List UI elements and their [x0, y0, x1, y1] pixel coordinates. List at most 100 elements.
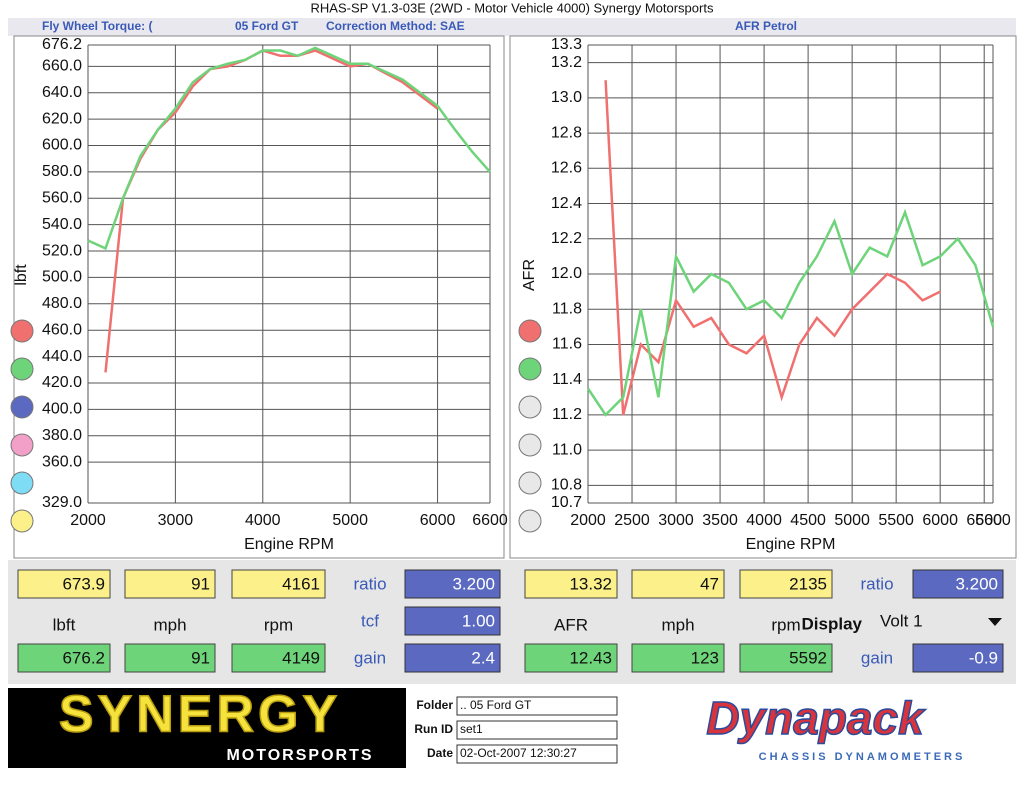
y-tick-label: 13.0	[551, 89, 582, 106]
readout-value-box	[231, 569, 326, 599]
y-tick-label: 11.0	[552, 441, 582, 458]
data-line	[87, 46, 491, 251]
readout-value-box	[524, 569, 618, 599]
field-label: Folder	[416, 698, 453, 712]
control-label: tcf	[361, 611, 379, 630]
y-tick-label: 329.0	[42, 494, 82, 511]
trace-button[interactable]	[10, 357, 34, 381]
y-tick-label: 11.2	[552, 406, 582, 423]
readout-value: 91	[191, 648, 210, 667]
control-value: 2.4	[471, 648, 495, 667]
data-line	[586, 208, 995, 417]
control-box[interactable]	[404, 643, 501, 673]
y-tick-label: 676.2	[42, 36, 82, 53]
field-box	[456, 696, 618, 716]
control-label: gain	[861, 648, 893, 667]
trace-button[interactable]	[518, 357, 542, 381]
readout-unit: mph	[153, 615, 186, 634]
readout-value: 47	[700, 574, 719, 593]
window-title: RHAS-SP V1.3-03E (2WD - Motor Vehicle 40…	[311, 0, 714, 15]
trace-button[interactable]	[10, 433, 34, 457]
readout-unit: mph	[661, 615, 694, 634]
caption: AFR Petrol	[735, 19, 797, 33]
caption: Fly Wheel Torque: (	[42, 19, 152, 33]
y-tick-label: 660.0	[42, 58, 82, 75]
readout-value: 123	[691, 648, 719, 667]
y-tick-label: 520.0	[42, 242, 82, 259]
trace-button[interactable]	[10, 471, 34, 495]
y-tick-label: 540.0	[42, 216, 82, 233]
readout-value-box	[739, 643, 833, 673]
control-value: -0.9	[969, 648, 998, 667]
y-tick-label: 12.6	[551, 160, 582, 177]
x-tick-label: 5500	[878, 512, 914, 529]
y-tick-label: 640.0	[42, 84, 82, 101]
control-box[interactable]	[912, 569, 1004, 599]
dropdown[interactable]	[870, 608, 1008, 636]
x-tick-label: 6000	[420, 512, 456, 529]
trace-button[interactable]	[518, 433, 542, 457]
logo-box	[8, 688, 406, 768]
trace-button[interactable]	[518, 395, 542, 419]
x-tick-label: 3000	[158, 512, 194, 529]
x-tick-label: 2000	[70, 512, 106, 529]
x-tick-label: 6500	[966, 512, 1002, 529]
field-value: .. 05 Ford GT	[460, 698, 532, 712]
dropdown-value: Volt 1	[880, 611, 923, 630]
readout-unit: rpm	[264, 615, 293, 634]
control-label: ratio	[860, 574, 893, 593]
control-label: ratio	[353, 574, 386, 593]
y-tick-label: 620.0	[42, 110, 82, 127]
x-tick-label: 4500	[790, 512, 826, 529]
x-tick-label: 2000	[570, 512, 606, 529]
readout-value: 13.32	[569, 574, 612, 593]
trace-button[interactable]	[518, 319, 542, 343]
readout-value: 12.43	[569, 648, 612, 667]
y-tick-label: 11.4	[552, 371, 582, 388]
trace-button[interactable]	[10, 509, 34, 533]
y-tick-label: 13.2	[551, 54, 582, 71]
readout-value: 5592	[789, 648, 827, 667]
trace-button[interactable]	[10, 395, 34, 419]
control-box[interactable]	[404, 606, 501, 636]
readout-value-box	[124, 569, 216, 599]
dropdown-arrow	[988, 618, 1002, 626]
y-axis-label: AFR	[521, 259, 538, 291]
readout-value: 4149	[282, 648, 320, 667]
x-axis-label: Engine RPM	[746, 536, 836, 553]
y-tick-label: 580.0	[42, 163, 82, 180]
y-tick-label: 400.0	[42, 401, 82, 418]
y-tick-label: 560.0	[42, 190, 82, 207]
control-box[interactable]	[404, 569, 501, 599]
logo-sub: MOTORSPORTS	[226, 747, 373, 764]
readout-value-box	[631, 643, 725, 673]
field-value: 02-Oct-2007 12:30:27	[460, 746, 577, 760]
x-tick-label: 6600	[472, 512, 508, 529]
readout-value: 91	[191, 574, 210, 593]
caption-bar	[8, 18, 1016, 36]
data-line	[604, 80, 941, 416]
field-box	[456, 720, 618, 740]
x-tick-label: 4000	[746, 512, 782, 529]
y-tick-label: 480.0	[42, 295, 82, 312]
readout-unit: AFR	[554, 615, 588, 634]
readout-value-box	[631, 569, 725, 599]
brand: Dynapack	[706, 692, 926, 744]
caption: 05 Ford GT	[235, 19, 299, 33]
display-label: Display	[802, 614, 863, 633]
trace-button[interactable]	[518, 509, 542, 533]
trace-button[interactable]	[10, 319, 34, 343]
x-tick-label: 5000	[834, 512, 870, 529]
y-tick-label: 10.7	[551, 494, 582, 511]
readout-value-box	[124, 643, 216, 673]
readout-value-box	[17, 643, 111, 673]
field-label: Date	[427, 746, 453, 760]
brand-sub: CHASSIS DYNAMOMETERS	[759, 751, 966, 763]
y-tick-label: 460.0	[42, 321, 82, 338]
trace-button[interactable]	[518, 471, 542, 495]
control-box[interactable]	[912, 643, 1004, 673]
field-box	[456, 744, 618, 764]
y-tick-label: 360.0	[42, 453, 82, 470]
y-tick-label: 12.8	[551, 124, 582, 141]
control-value: 3.200	[452, 574, 495, 593]
